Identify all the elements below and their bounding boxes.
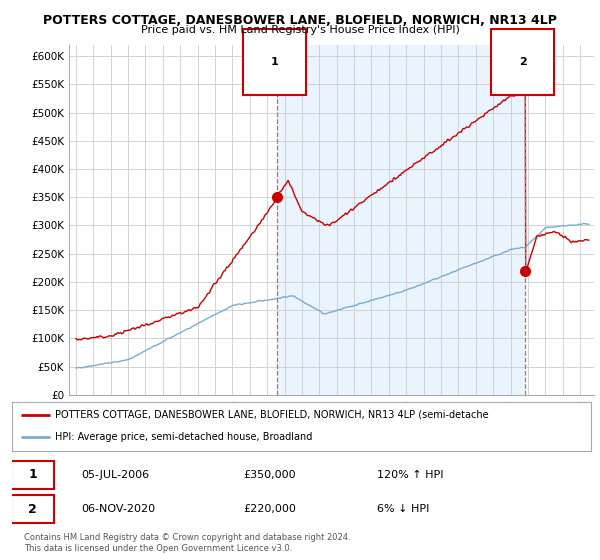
Text: £350,000: £350,000: [244, 470, 296, 480]
Text: 05-JUL-2006: 05-JUL-2006: [82, 470, 149, 480]
FancyBboxPatch shape: [11, 461, 54, 489]
Bar: [277, 45, 526, 395]
Text: 2: 2: [519, 57, 527, 67]
Text: POTTERS COTTAGE, DANESBOWER LANE, BLOFIELD, NORWICH, NR13 4LP: POTTERS COTTAGE, DANESBOWER LANE, BLOFIE…: [43, 14, 557, 27]
Text: 1: 1: [28, 468, 37, 482]
Text: 6% ↓ HPI: 6% ↓ HPI: [377, 504, 429, 514]
Text: Price paid vs. HM Land Registry's House Price Index (HPI): Price paid vs. HM Land Registry's House …: [140, 25, 460, 35]
Text: 120% ↑ HPI: 120% ↑ HPI: [377, 470, 443, 480]
Text: POTTERS COTTAGE, DANESBOWER LANE, BLOFIELD, NORWICH, NR13 4LP (semi-detache: POTTERS COTTAGE, DANESBOWER LANE, BLOFIE…: [55, 410, 489, 420]
Text: 2: 2: [28, 502, 37, 516]
Text: £220,000: £220,000: [244, 504, 296, 514]
Text: Contains HM Land Registry data © Crown copyright and database right 2024.
This d: Contains HM Land Registry data © Crown c…: [24, 533, 350, 553]
FancyBboxPatch shape: [11, 495, 54, 523]
Text: HPI: Average price, semi-detached house, Broadland: HPI: Average price, semi-detached house,…: [55, 432, 313, 442]
Text: 1: 1: [271, 57, 278, 67]
Text: 06-NOV-2020: 06-NOV-2020: [82, 504, 155, 514]
